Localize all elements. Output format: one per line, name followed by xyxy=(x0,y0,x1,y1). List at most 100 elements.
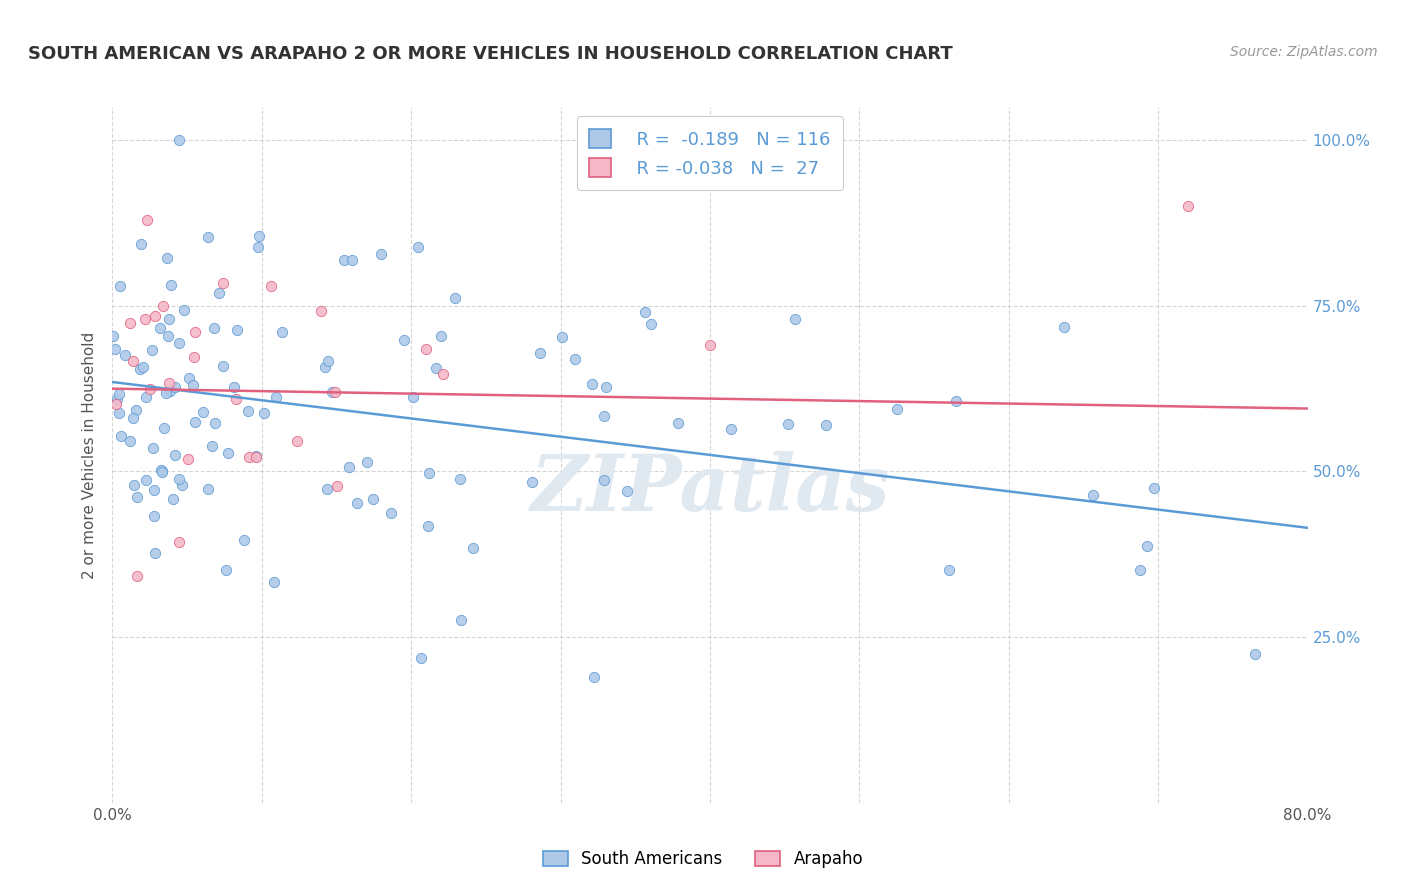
Point xyxy=(432,367,454,381)
Legend:   R =  -0.189   N = 116,   R = -0.038   N =  27: R = -0.189 N = 116, R = -0.038 N = 27 xyxy=(576,116,844,190)
Point xyxy=(346,496,368,510)
Point xyxy=(177,451,200,466)
Point xyxy=(260,279,283,293)
Point xyxy=(142,509,165,524)
Point xyxy=(564,352,586,367)
Point xyxy=(415,342,437,356)
Point xyxy=(592,409,614,423)
Point xyxy=(191,404,214,418)
Point xyxy=(107,387,129,401)
Point xyxy=(225,392,247,406)
Point xyxy=(640,317,662,331)
Point xyxy=(1081,488,1104,502)
Point xyxy=(122,478,145,492)
Point xyxy=(162,492,184,507)
Point xyxy=(551,330,574,344)
Point xyxy=(323,384,346,399)
Point xyxy=(177,371,200,385)
Point xyxy=(333,252,356,267)
Point xyxy=(167,336,190,351)
Point xyxy=(125,490,148,504)
Point xyxy=(167,133,190,147)
Point xyxy=(264,390,287,404)
Point xyxy=(149,320,172,334)
Point xyxy=(212,359,235,374)
Point xyxy=(314,359,336,374)
Point xyxy=(425,360,447,375)
Point xyxy=(104,342,127,356)
Point xyxy=(136,212,159,227)
Point xyxy=(183,350,205,364)
Point xyxy=(634,305,657,319)
Point xyxy=(938,563,960,577)
Point xyxy=(208,286,231,301)
Text: Source: ZipAtlas.com: Source: ZipAtlas.com xyxy=(1230,45,1378,59)
Point xyxy=(167,472,190,486)
Point xyxy=(197,482,219,496)
Point xyxy=(108,279,131,293)
Point xyxy=(443,291,465,305)
Legend: South Americans, Arapaho: South Americans, Arapaho xyxy=(536,844,870,875)
Point xyxy=(129,362,152,376)
Point xyxy=(247,240,270,254)
Point xyxy=(222,379,245,393)
Point xyxy=(184,326,207,340)
Point xyxy=(163,448,186,462)
Point xyxy=(150,464,173,478)
Point xyxy=(200,439,222,453)
Point xyxy=(232,533,254,548)
Point xyxy=(253,407,276,421)
Point xyxy=(150,465,173,479)
Point xyxy=(155,386,177,401)
Point xyxy=(1143,481,1166,495)
Point xyxy=(156,329,179,343)
Point xyxy=(370,247,392,261)
Point xyxy=(131,236,153,251)
Point xyxy=(263,575,285,590)
Point xyxy=(153,421,176,435)
Point xyxy=(416,518,439,533)
Point xyxy=(321,385,343,400)
Point xyxy=(105,397,128,411)
Point xyxy=(309,304,332,318)
Text: SOUTH AMERICAN VS ARAPAHO 2 OR MORE VEHICLES IN HOUSEHOLD CORRELATION CHART: SOUTH AMERICAN VS ARAPAHO 2 OR MORE VEHI… xyxy=(28,45,953,62)
Point xyxy=(945,394,967,409)
Point xyxy=(356,455,378,469)
Point xyxy=(581,377,603,392)
Point xyxy=(143,483,166,498)
Point xyxy=(204,416,226,430)
Point xyxy=(170,478,193,492)
Point xyxy=(217,446,239,460)
Point xyxy=(1053,320,1076,334)
Point xyxy=(776,417,799,432)
Point xyxy=(1129,563,1152,577)
Point xyxy=(430,329,453,343)
Point xyxy=(325,479,347,493)
Point xyxy=(720,422,742,436)
Point xyxy=(520,475,543,489)
Point xyxy=(155,251,177,265)
Point xyxy=(122,410,145,425)
Point xyxy=(122,353,145,368)
Point xyxy=(285,434,308,449)
Point xyxy=(105,392,128,406)
Point xyxy=(163,379,186,393)
Point xyxy=(380,506,402,520)
Point xyxy=(1244,647,1267,661)
Point xyxy=(616,483,638,498)
Point xyxy=(411,651,433,665)
Point xyxy=(247,229,270,244)
Point xyxy=(110,429,132,443)
Point xyxy=(418,466,440,480)
Point xyxy=(783,312,806,326)
Point xyxy=(402,390,425,404)
Point xyxy=(134,312,156,326)
Point xyxy=(149,463,172,477)
Point xyxy=(1177,199,1199,213)
Point xyxy=(342,253,364,268)
Point xyxy=(139,382,162,396)
Point xyxy=(316,482,339,496)
Point xyxy=(392,333,415,347)
Point xyxy=(666,416,689,430)
Point xyxy=(152,299,174,313)
